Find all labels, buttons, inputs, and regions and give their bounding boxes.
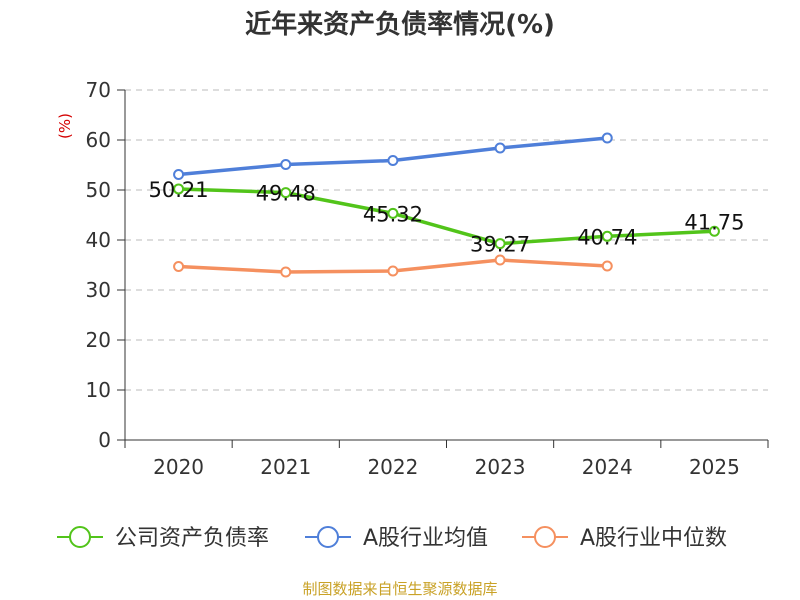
source-note: 制图数据来自恒生聚源数据库: [302, 580, 498, 598]
data-point: [387, 207, 399, 219]
data-point: [280, 187, 292, 199]
data-point: [601, 230, 613, 242]
x-tick-label: 2022: [367, 455, 418, 479]
data-label: 50.21: [149, 178, 209, 202]
legend-label: A股行业均值: [363, 526, 488, 551]
chart-title: 近年来资产负债率情况(%): [245, 10, 555, 40]
y-tick-label: 20: [86, 328, 111, 352]
data-label: 39.27: [470, 233, 530, 257]
data-label-layer: 50.21 49.48 45.32 39.27 40.74 41.75: [149, 178, 745, 257]
data-point: [708, 225, 720, 237]
data-label: 40.74: [577, 225, 637, 249]
legend-marker: [69, 526, 91, 548]
data-point: [387, 155, 399, 166]
x-tick-label: 2023: [475, 455, 526, 479]
data-point: [601, 260, 613, 272]
y-axis-label: (%): [56, 113, 74, 139]
x-tick-label: 2025: [689, 455, 740, 479]
legend: 公司资产负债率 A股行业均值 A股行业中位数: [57, 526, 727, 551]
y-tick-label: 70: [86, 78, 111, 102]
data-point: [387, 265, 399, 277]
y-tick-label: 30: [86, 278, 111, 302]
legend-marker: [534, 526, 556, 548]
y-tick-label: 40: [86, 228, 111, 252]
y-tick-label: 10: [86, 378, 111, 402]
legend-label: A股行业中位数: [580, 526, 727, 551]
x-tick-label: 2024: [582, 455, 633, 479]
data-label: 45.32: [363, 202, 423, 226]
axis-layer: 0 10 20 30 40 50 60 70 (%) 2020 2021 2022 2023 2024 20…: [56, 78, 769, 479]
data-point: [280, 159, 292, 170]
data-point: [173, 169, 185, 180]
grid-layer: [125, 89, 768, 391]
y-tick-label: 0: [98, 428, 111, 452]
data-label: 41.75: [684, 210, 744, 234]
series-line: [178, 187, 715, 246]
data-point: [280, 266, 292, 278]
data-point: [173, 261, 185, 272]
legend-label: 公司资产负债率: [115, 526, 269, 551]
series-layer: [173, 132, 720, 278]
data-point: [494, 238, 506, 250]
data-point: [173, 183, 185, 195]
data-point: [494, 254, 506, 266]
x-tick-label: 2021: [260, 455, 311, 479]
y-tick-label: 50: [86, 178, 111, 202]
y-tick-label: 60: [86, 128, 111, 152]
x-tick-label: 2020: [153, 455, 204, 479]
data-label: 49.48: [256, 182, 316, 206]
legend-marker: [317, 526, 339, 548]
data-point: [601, 132, 613, 144]
data-point: [494, 142, 506, 154]
